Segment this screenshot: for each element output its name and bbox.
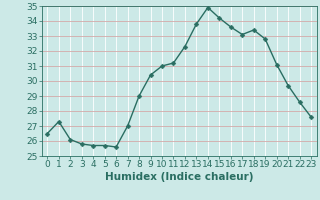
X-axis label: Humidex (Indice chaleur): Humidex (Indice chaleur) [105, 172, 253, 182]
